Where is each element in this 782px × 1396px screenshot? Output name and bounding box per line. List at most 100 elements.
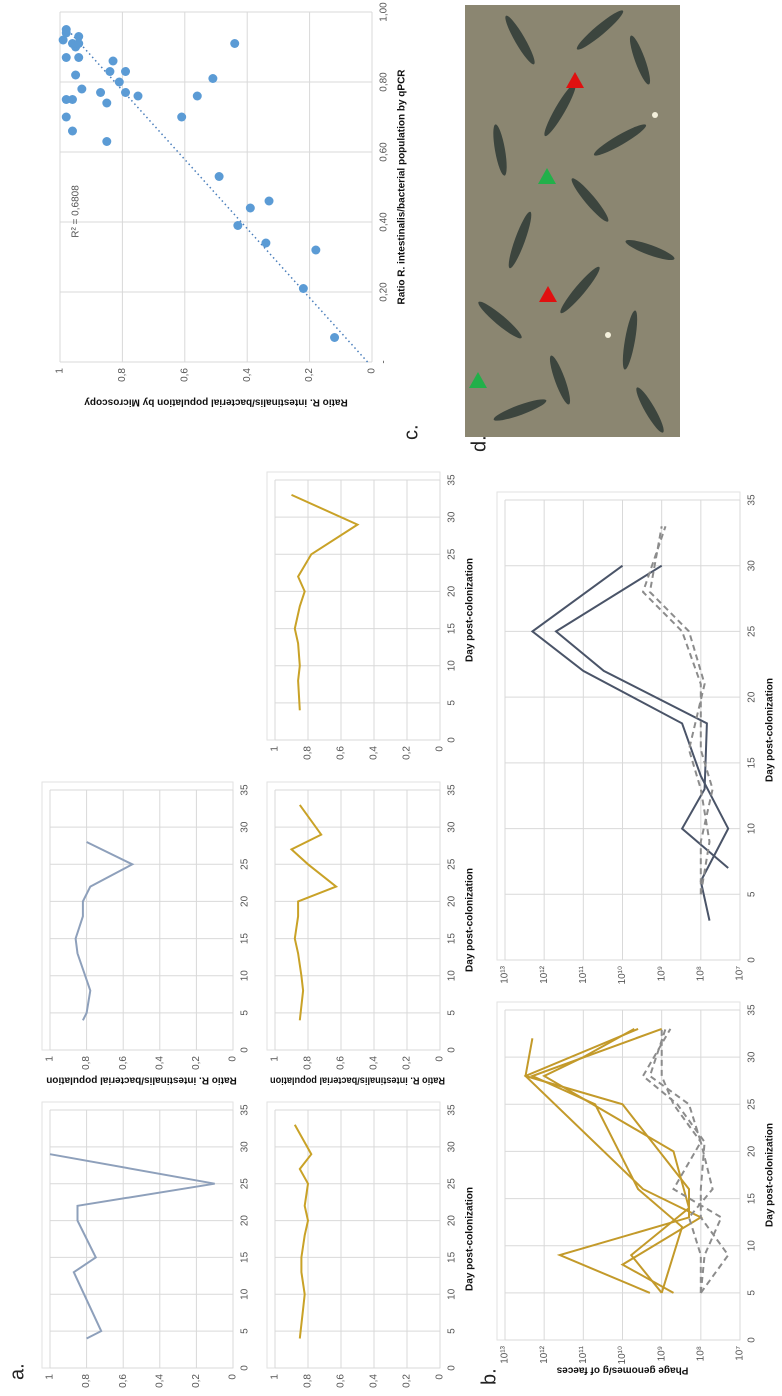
x-axis-title: Day post-colonization	[765, 1123, 776, 1227]
y-tick-label: 1	[45, 1374, 56, 1380]
scatter-point	[261, 238, 271, 248]
x-tick-label: 20	[447, 895, 458, 907]
y-tick-label: 1	[270, 746, 281, 752]
x-tick-label: 1,00	[379, 2, 390, 22]
y-tick-label: 10⁸	[695, 1346, 706, 1361]
x-tick-label: 10	[747, 823, 758, 835]
series-line	[49, 1153, 215, 1340]
x-tick-label: 35	[240, 784, 251, 796]
trendline-label: R² = 0,6808	[71, 185, 82, 238]
x-tick-label: 20	[447, 585, 458, 597]
scatter-point	[71, 70, 81, 80]
x-tick-label: 20	[747, 1145, 758, 1157]
x-tick-label: 5	[447, 1328, 458, 1334]
panel-label: b.	[478, 1368, 500, 1385]
y-tick-label: 1	[270, 1374, 281, 1380]
y-tick-label: 0,8	[117, 368, 128, 382]
x-axis-title: Day post-colonization	[465, 1187, 476, 1291]
scatter-point	[245, 203, 255, 213]
x-tick-label: 30	[747, 1051, 758, 1063]
x-tick-label: 25	[447, 1178, 458, 1190]
y-tick-label: 0,6	[118, 1056, 129, 1070]
panel-label: a.	[6, 1363, 28, 1380]
x-axis-title: Day post-colonization	[465, 558, 476, 662]
scatter-point	[108, 56, 118, 66]
x-tick-label: 35	[447, 474, 458, 486]
plot-frame	[496, 491, 741, 961]
y-tick-label: 10¹²	[539, 1345, 550, 1363]
x-tick-label: 30	[447, 821, 458, 833]
y-tick-label: 0,6	[336, 746, 347, 760]
x-tick-label: 30	[747, 560, 758, 572]
x-tick-label: 15	[240, 1251, 251, 1263]
series-line	[291, 493, 360, 711]
y-tick-label: 10⁷	[735, 966, 746, 981]
y-tick-label: 10¹²	[539, 965, 550, 983]
x-tick-label: 10	[447, 660, 458, 672]
scatter-point	[61, 25, 71, 34]
scatter-point	[102, 137, 112, 146]
scatter-point	[67, 39, 77, 48]
x-axis-title: Ratio R. intestinalis/bacterial populati…	[397, 69, 408, 305]
scatter-point	[74, 39, 84, 48]
x-tick-label: 15	[747, 757, 758, 769]
plot-frame	[496, 1001, 741, 1341]
scatter-point	[74, 53, 84, 62]
y-tick-label: 0,4	[369, 1374, 380, 1388]
x-tick-label: 10	[240, 970, 251, 982]
scatter-point	[214, 172, 224, 181]
scatter-point	[133, 91, 143, 101]
series-line	[289, 804, 339, 1021]
x-tick-label: 10	[747, 1240, 758, 1252]
x-tick-label: 5	[447, 1010, 458, 1016]
x-tick-label: 25	[747, 625, 758, 637]
plot-frame	[52, 4, 372, 362]
x-tick-label: 0	[447, 737, 458, 743]
y-tick-label: 10¹⁰	[617, 966, 628, 984]
scatter-point	[58, 35, 68, 45]
x-tick-label: 5	[447, 700, 458, 706]
x-tick-label: 25	[240, 858, 251, 870]
y-tick-label: 10¹³	[500, 1345, 511, 1363]
y-tick-label: 0,6	[336, 1374, 347, 1388]
scatter-point	[74, 32, 84, 41]
x-tick-label: 30	[240, 821, 251, 833]
y-tick-label: 0,8	[303, 1056, 314, 1070]
y-tick-label: 10⁹	[656, 966, 667, 981]
series-line	[293, 1124, 313, 1339]
x-tick-label: 15	[447, 933, 458, 945]
y-tick-label: 0	[367, 368, 378, 374]
scatter-point	[96, 88, 106, 97]
x-tick-label: 20	[747, 691, 758, 703]
scatter-point	[67, 126, 77, 136]
scatter-point	[330, 333, 340, 342]
scatter-point	[61, 112, 71, 122]
y-tick-label: 0	[228, 1374, 239, 1380]
x-tick-label: 10	[447, 1288, 458, 1300]
scatter-point	[61, 95, 71, 104]
y-tick-label: 0,4	[369, 746, 380, 760]
x-tick-label: 0	[747, 957, 758, 963]
x-tick-label: 0	[747, 1337, 758, 1343]
y-tick-label: 0,2	[191, 1056, 202, 1070]
x-tick-label: 35	[447, 1104, 458, 1116]
plot-frame	[266, 781, 441, 1051]
series-line	[554, 564, 729, 869]
plot-frame	[266, 1101, 441, 1369]
y-tick-label: 1	[270, 1056, 281, 1062]
x-tick-label: 0,20	[379, 282, 390, 302]
y-tick-label: 0,4	[154, 1374, 165, 1388]
series-line	[74, 841, 135, 1021]
y-axis-title: Ratio R. intestinalis/bacterial populati…	[46, 1074, 237, 1085]
y-tick-label: 0,2	[402, 1374, 413, 1388]
x-tick-label: 30	[447, 1141, 458, 1153]
x-axis-title: Day post-colonization	[465, 868, 476, 972]
x-tick-label: 0,80	[379, 72, 390, 92]
x-tick-label: 5	[747, 891, 758, 897]
x-tick-label: 35	[447, 784, 458, 796]
series-line	[523, 1027, 703, 1294]
scatter-point	[102, 98, 112, 108]
x-tick-label: 35	[747, 1004, 758, 1016]
scatter-point	[208, 74, 218, 83]
